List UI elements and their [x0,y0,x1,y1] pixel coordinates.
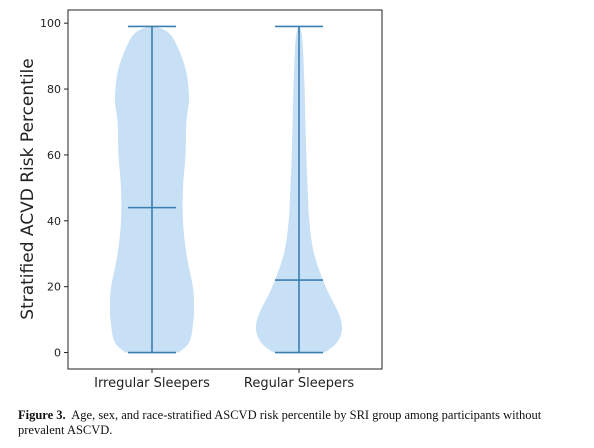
y-tick-label-40: 40 [47,215,61,228]
violins-layer [109,25,343,354]
x-tick-label-irregular-sleepers: Irregular Sleepers [94,376,210,391]
figure-caption-label: Figure 3. [18,408,66,422]
figure-caption: Figure 3. Age, sex, and race-stratified … [18,408,584,438]
figure-caption-text: Age, sex, and race-stratified ASCVD risk… [18,408,542,437]
y-tick-label-20: 20 [47,281,61,294]
axes-layer: Irregular Sleepers Regular Sleepers 0 20 40 6… [40,9,383,391]
y-tick-label-0: 0 [54,347,61,360]
y-tick-label-60: 60 [47,149,61,162]
y-axis-label: Stratified ACVD Risk Percentile [18,58,38,319]
x-tick-label-regular-sleepers: Regular Sleepers [244,376,354,391]
plot-frame [67,9,383,370]
y-tick-label-100: 100 [40,17,61,30]
y-tick-label-80: 80 [47,83,61,96]
